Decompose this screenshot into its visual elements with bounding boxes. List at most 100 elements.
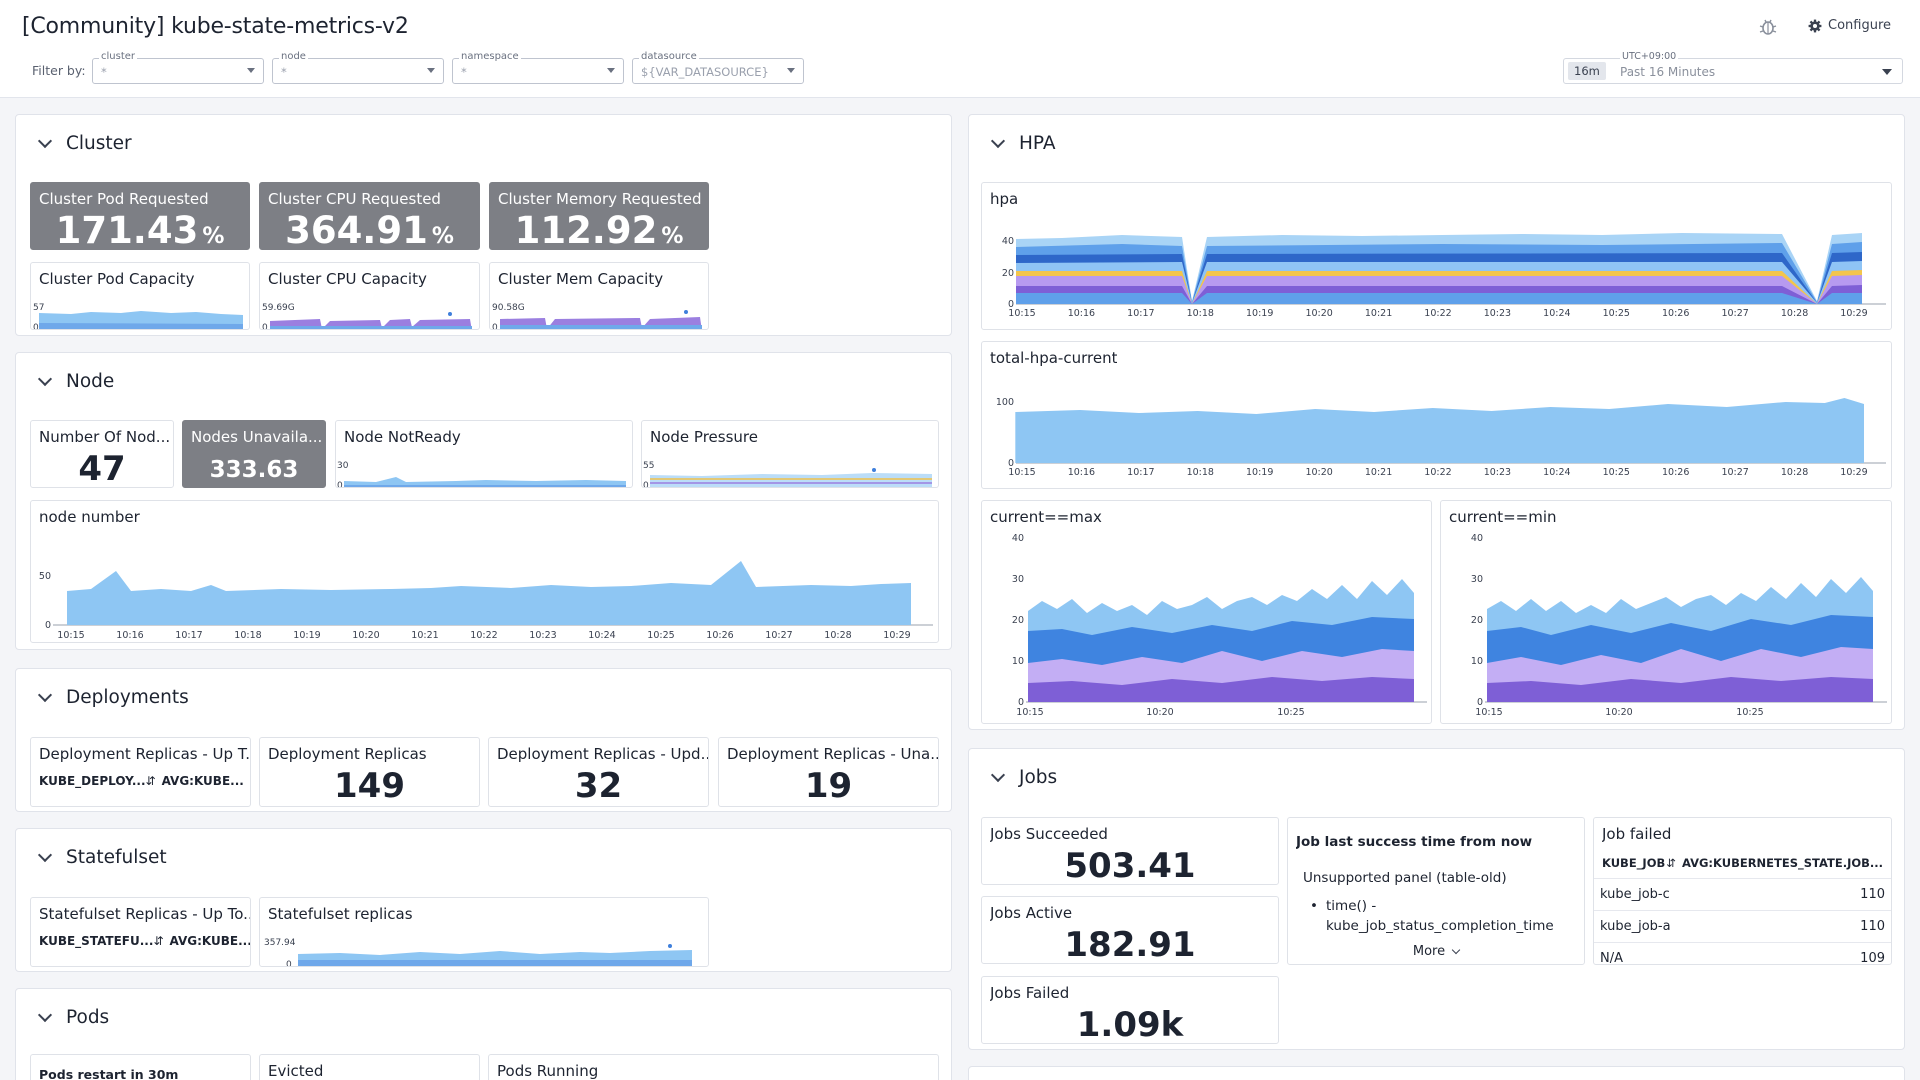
- more-button[interactable]: More: [1288, 944, 1584, 959]
- hpa-widget[interactable]: hpa 40 20 0 10:15 10:16 10:17 10:18 10:19 10:…: [981, 182, 1892, 330]
- y-min-label: 0: [643, 481, 649, 488]
- sort-icon[interactable]: ⇵: [153, 934, 164, 948]
- column-header[interactable]: AVG:KUBE...: [169, 934, 251, 948]
- x-tick-label: 10:15: [1008, 308, 1035, 319]
- y-tick-label: 40: [1002, 236, 1014, 247]
- statefulset-group: Statefulset Statefulset Replicas - Up To…: [15, 828, 952, 972]
- node-number-chart: 50 0 10:15 10:16 10:17 10:18 10:19 10:20 10:21…: [39, 561, 933, 641]
- group-header[interactable]: Pods: [37, 1007, 109, 1028]
- filter-value: *: [281, 65, 287, 79]
- cluster-cpu-capacity-widget[interactable]: Cluster CPU Capacity 59.69G 0: [259, 262, 480, 330]
- number-of-nodes-widget[interactable]: Number Of Nod... 47: [30, 420, 174, 488]
- table-row[interactable]: kube_job-a 110: [1594, 910, 1891, 942]
- cluster-pod-requested-widget[interactable]: Cluster Pod Requested 171.43%: [30, 182, 250, 250]
- column-header[interactable]: KUBE_JOB: [1602, 856, 1666, 870]
- x-tick-label: 10:26: [1662, 467, 1689, 478]
- chevron-down-icon: [990, 133, 1006, 149]
- time-range-picker[interactable]: UTC+09:00 16m Past 16 Minutes: [1563, 51, 1903, 84]
- cluster-group: Cluster Cluster Pod Requested 171.43% Cl…: [15, 114, 952, 336]
- widget-title: Job failed: [1602, 825, 1672, 843]
- configure-button[interactable]: Configure: [1808, 18, 1891, 33]
- x-tick-label: 10:22: [1424, 467, 1451, 478]
- more-label: More: [1412, 944, 1446, 959]
- cluster-mem-capacity-widget[interactable]: Cluster Mem Capacity 90.58G 0: [489, 262, 709, 330]
- current-max-widget[interactable]: current==max 40 30 20 10 0 10:15 10:20 1…: [981, 500, 1432, 724]
- widget-value: 171.43%: [31, 209, 249, 249]
- group-header[interactable]: Node: [37, 371, 114, 392]
- jobs-active-widget[interactable]: Jobs Active 182.91: [981, 896, 1279, 964]
- y-tick-label: 10: [1012, 656, 1024, 667]
- x-tick-label: 10:29: [883, 630, 910, 641]
- x-tick-label: 10:29: [1840, 308, 1867, 319]
- jobs-succeeded-widget[interactable]: Jobs Succeeded 503.41: [981, 817, 1279, 885]
- sort-icon[interactable]: ⇵: [1666, 856, 1676, 870]
- group-title: Statefulset: [66, 847, 167, 868]
- total-hpa-current-widget[interactable]: total-hpa-current 100 0 10:15 10:16 10:17 1…: [981, 341, 1892, 489]
- y-tick-label: 30: [1012, 574, 1024, 585]
- group-header[interactable]: HPA: [990, 133, 1056, 154]
- widget-title: Jobs Active: [990, 904, 1073, 922]
- widget-title: Cluster CPU Capacity: [268, 270, 427, 288]
- widget-title: Node Pressure: [650, 428, 758, 446]
- pods-running-widget[interactable]: Pods Running: [488, 1054, 939, 1080]
- table-row[interactable]: N/A 109: [1594, 942, 1891, 964]
- column-header[interactable]: AVG:KUBE...: [161, 774, 244, 788]
- statefulset-replicas-up-to-date-widget[interactable]: Statefulset Replicas - Up To... KUBE_STA…: [30, 897, 251, 967]
- statefulset-replicas-widget[interactable]: Statefulset replicas 357.94 0: [259, 897, 709, 967]
- bullet-icon: •: [1310, 898, 1318, 914]
- widget-title: Number Of Nod...: [39, 428, 171, 446]
- node-filter[interactable]: node *: [272, 51, 444, 84]
- job-last-success-widget[interactable]: Job last success time from now Unsupport…: [1287, 817, 1585, 965]
- evicted-widget[interactable]: Evicted: [259, 1054, 480, 1080]
- y-tick-label: 0: [1477, 697, 1483, 708]
- y-max-label: 357.94: [264, 938, 296, 948]
- group-header[interactable]: Cluster: [37, 133, 132, 154]
- area-series: [344, 477, 626, 487]
- group-header[interactable]: Statefulset: [37, 847, 167, 868]
- widget-value: 503.41: [1064, 846, 1196, 885]
- namespace-filter[interactable]: namespace *: [452, 51, 624, 84]
- jobs-failed-widget[interactable]: Jobs Failed 1.09k: [981, 976, 1279, 1044]
- column-header[interactable]: KUBE_STATEFU...: [39, 934, 154, 948]
- time-range-value: Past 16 Minutes: [1620, 65, 1716, 79]
- widget-value: 1.09k: [1076, 1005, 1184, 1044]
- bug-icon[interactable]: [1756, 14, 1780, 42]
- cluster-cpu-requested-widget[interactable]: Cluster CPU Requested 364.91%: [259, 182, 480, 250]
- current-min-widget[interactable]: current==min 40 30 20 10 0 10:15 10:20 1…: [1440, 500, 1892, 724]
- group-header[interactable]: Deployments: [37, 687, 189, 708]
- cluster-filter[interactable]: cluster *: [92, 51, 264, 84]
- x-tick-label: 10:21: [1365, 467, 1392, 478]
- column-header[interactable]: AVG:KUBERNETES_STATE.JOB...: [1681, 856, 1883, 870]
- cluster-memory-requested-widget[interactable]: Cluster Memory Requested 112.92%: [489, 182, 709, 250]
- data-point: [872, 468, 876, 472]
- total-hpa-current-chart: 100 0 10:15 10:16 10:17 10:18 10:19 10:20 10:2…: [996, 397, 1886, 478]
- value-number: 364.91: [285, 209, 428, 250]
- timezone-label: UTC+09:00: [1620, 51, 1679, 62]
- x-tick-labels: 10:15 10:16 10:17 10:18 10:19 10:20 10:21 10:22…: [57, 630, 910, 641]
- node-notready-widget[interactable]: Node NotReady 30 0: [335, 420, 633, 488]
- y-tick-label: 0: [45, 620, 51, 631]
- table-row[interactable]: kube_job-c 110: [1594, 878, 1891, 910]
- widget-title: Cluster Memory Requested: [498, 190, 702, 208]
- deployment-replicas-widget[interactable]: Deployment Replicas 149: [259, 737, 480, 807]
- nodes-unavailable-widget[interactable]: Nodes Unavaila... 333.63: [182, 420, 326, 488]
- cluster-pod-capacity-widget[interactable]: Cluster Pod Capacity 57 0: [30, 262, 250, 330]
- column-header[interactable]: KUBE_DEPLOY...: [39, 774, 146, 788]
- pods-restart-widget[interactable]: Pods restart in 30m: [30, 1054, 251, 1080]
- group-title: Cluster: [66, 133, 132, 154]
- node-pressure-widget[interactable]: Node Pressure 55 0: [641, 420, 939, 488]
- deployment-replicas-unavailable-widget[interactable]: Deployment Replicas - Una... 19: [718, 737, 939, 807]
- sparkline: 30 0: [337, 461, 626, 487]
- group-header[interactable]: Jobs: [990, 767, 1057, 788]
- datasource-filter[interactable]: datasource ${VAR_DATASOURCE}: [632, 51, 804, 84]
- x-tick-label: 10:15: [1008, 467, 1035, 478]
- x-tick-label: 10:25: [1603, 467, 1630, 478]
- deployment-replicas-updated-widget[interactable]: Deployment Replicas - Upd... 32: [488, 737, 709, 807]
- job-failed-widget[interactable]: Job failed KUBE_JOB ⇵ AVG:KUBERNETES_STAT…: [1593, 817, 1892, 965]
- sort-icon[interactable]: ⇵: [145, 774, 156, 788]
- node-number-widget[interactable]: node number 50 0 10:15 10:16 10:17 10:18 10:…: [30, 500, 939, 643]
- x-tick-label: 10:22: [470, 630, 497, 641]
- deployment-replicas-up-to-date-widget[interactable]: Deployment Replicas - Up T... KUBE_DEPLO…: [30, 737, 251, 807]
- filter-value: *: [461, 65, 467, 79]
- area-series: [500, 325, 702, 329]
